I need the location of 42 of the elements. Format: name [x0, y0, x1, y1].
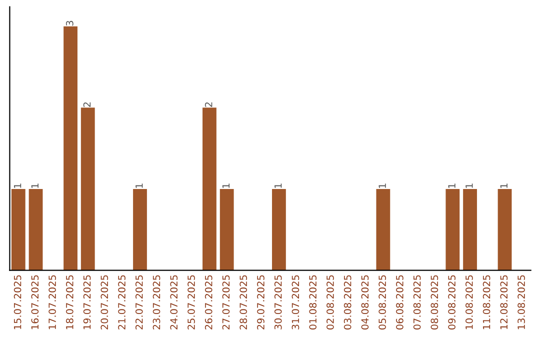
x-tick-label: 20.07.2025: [100, 275, 108, 330]
x-tick-label: 19.07.2025: [83, 275, 91, 330]
x-tick-label: 21.07.2025: [118, 275, 126, 330]
x-tick-label: 04.08.2025: [361, 275, 369, 330]
x-tick-label: 07.08.2025: [413, 275, 421, 330]
x-tick-label: 09.08.2025: [448, 275, 456, 330]
x-tick-label: 08.08.2025: [430, 275, 438, 330]
x-tick-label: 24.07.2025: [170, 275, 178, 330]
x-tick-label: 25.07.2025: [188, 275, 195, 330]
x-tick-label: 17.07.2025: [48, 275, 56, 330]
x-tick-label: 15.07.2025: [14, 275, 22, 330]
x-tick-label: 03.08.2025: [344, 275, 352, 330]
x-tick-label: 16.07.2025: [31, 275, 39, 330]
x-tick-label: 31.07.2025: [292, 275, 300, 330]
data-label: 1: [31, 184, 38, 188]
x-tick-label: 10.08.2025: [465, 275, 473, 330]
data-label: 1: [136, 184, 143, 188]
data-label: 1: [466, 184, 473, 188]
x-tick-label: 26.07.2025: [204, 275, 212, 330]
x-tick-label: 27.07.2025: [222, 275, 230, 330]
x-tick-label: 13.08.2025: [518, 275, 525, 330]
data-label: 1: [274, 184, 282, 188]
x-tick-label: 02.08.2025: [326, 275, 334, 330]
data-label: 1: [222, 184, 230, 188]
x-tick-label: 22.07.2025: [135, 275, 143, 330]
data-label: 1: [500, 184, 508, 188]
x-tick-label: 28.07.2025: [240, 275, 248, 330]
data-label: 1: [448, 184, 456, 188]
data-label: 1: [378, 184, 386, 188]
data-label: 2: [83, 102, 91, 107]
x-tick-label: 01.08.2025: [309, 275, 317, 330]
x-tick-label: 29.07.2025: [257, 275, 264, 330]
x-tick-label: 05.08.2025: [378, 275, 386, 330]
x-tick-label: 30.07.2025: [274, 275, 282, 330]
data-label: 1: [14, 184, 22, 188]
x-tick-label: 18.07.2025: [66, 275, 74, 330]
data-label: 3: [66, 20, 74, 26]
x-tick-label: 11.08.2025: [482, 275, 490, 330]
data-label: 2: [204, 102, 212, 107]
x-tick-label: 23.07.2025: [152, 275, 160, 330]
x-tick-label: 12.08.2025: [500, 275, 508, 330]
x-tick-label: 06.08.2025: [396, 275, 404, 330]
